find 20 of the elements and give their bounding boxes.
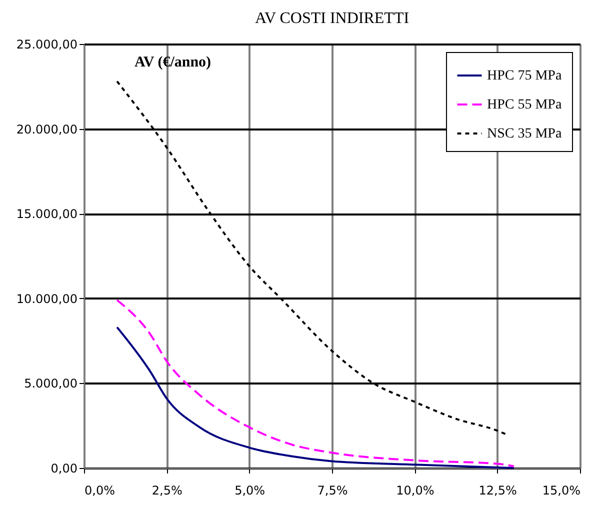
legend-label: HPC 55 MPa — [487, 98, 562, 112]
x-tick-label: 7,5% — [317, 484, 348, 498]
y-axis-title: AV (€/anno) — [134, 54, 212, 70]
legend-label: HPC 75 MPa — [487, 68, 562, 84]
y-tick-label: 20.000,00 — [16, 122, 78, 136]
chart-title: AV COSTI INDIRETTI — [254, 10, 410, 27]
y-tick-label: 10.000,00 — [16, 292, 78, 306]
x-tick-label: 15,0% — [542, 484, 580, 498]
x-tick-label: 2,5% — [152, 484, 182, 498]
line-series — [116, 326, 515, 469]
line-series — [116, 299, 515, 468]
y-tick-label: 15.000,00 — [16, 207, 78, 222]
x-tick-label: 0,0% — [84, 484, 115, 498]
legend-label: NSC 35 MPa — [487, 126, 562, 142]
y-tick-label: 25.000,00 — [16, 38, 78, 52]
y-tick-label: 0,00 — [50, 462, 78, 476]
y-tick-label: 5.000,00 — [24, 376, 78, 391]
x-tick-label: 10,0% — [396, 484, 434, 498]
x-tick-label: 5,0% — [234, 484, 266, 498]
x-tick-label: 12,5% — [478, 484, 517, 498]
